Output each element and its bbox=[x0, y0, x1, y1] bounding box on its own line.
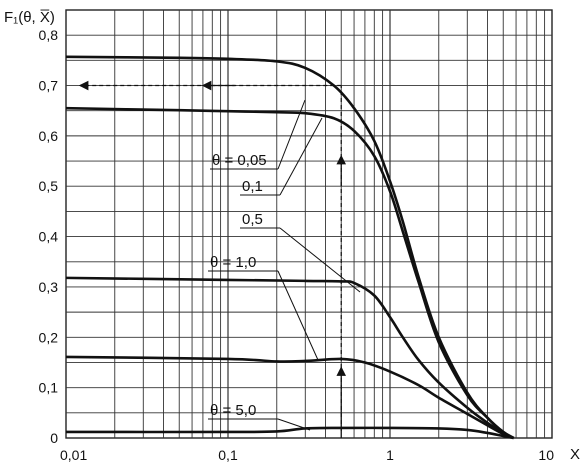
reference-lines bbox=[78, 80, 347, 438]
x-tick-label: 0,1 bbox=[218, 447, 238, 463]
x-tick-label: 10 bbox=[538, 447, 554, 463]
annotation-leader bbox=[279, 227, 361, 293]
x-axis-title: X bbox=[570, 446, 580, 463]
y-tick-label: 0,7 bbox=[39, 78, 59, 94]
series-line-1 bbox=[65, 55, 515, 440]
y-tick-label: 0,6 bbox=[39, 128, 59, 144]
series-line-5 bbox=[65, 426, 514, 440]
annotation-label-3: 0,5 bbox=[242, 211, 263, 228]
y-tick-label: 0,2 bbox=[39, 329, 59, 345]
x-tick-label: 0,01 bbox=[60, 447, 87, 463]
annotation-label-5: θ = 5,0 bbox=[210, 402, 256, 419]
series-line-2 bbox=[65, 106, 515, 440]
y-axis-title: F₁(θ, X̅) bbox=[4, 9, 55, 26]
y-tick-label: 0,4 bbox=[39, 229, 59, 245]
y-tick-label: 0,5 bbox=[39, 178, 59, 194]
annotation-leader bbox=[279, 117, 323, 196]
series-line-4 bbox=[65, 355, 515, 440]
series-group bbox=[65, 55, 515, 440]
series-line-3 bbox=[65, 276, 515, 440]
tick-labels: 0 0,1 0,2 0,3 0,4 0,5 0,6 0,7 0,8 0,01 0,1 1 10 bbox=[39, 27, 555, 463]
y-tick-label: 0,1 bbox=[39, 380, 59, 396]
annotation-label-4: θ = 1,0 bbox=[210, 254, 256, 271]
x-tick-label: 1 bbox=[386, 447, 394, 463]
annotations: θ = 0,05 0,1 0,5 θ = 1,0 θ = 5,0 bbox=[208, 99, 361, 431]
y-tick-label: 0,8 bbox=[39, 27, 59, 43]
annotation-label-1: θ = 0,05 bbox=[212, 152, 267, 169]
y-tick-label: 0 bbox=[50, 430, 58, 446]
y-tick-label: 0,3 bbox=[39, 279, 59, 295]
annotation-leader bbox=[277, 270, 319, 361]
annotation-leader bbox=[277, 418, 311, 431]
annotation-label-2: 0,1 bbox=[242, 178, 263, 195]
plot-frame bbox=[65, 9, 553, 439]
annotation-leader bbox=[277, 99, 306, 170]
grid bbox=[65, 9, 553, 439]
